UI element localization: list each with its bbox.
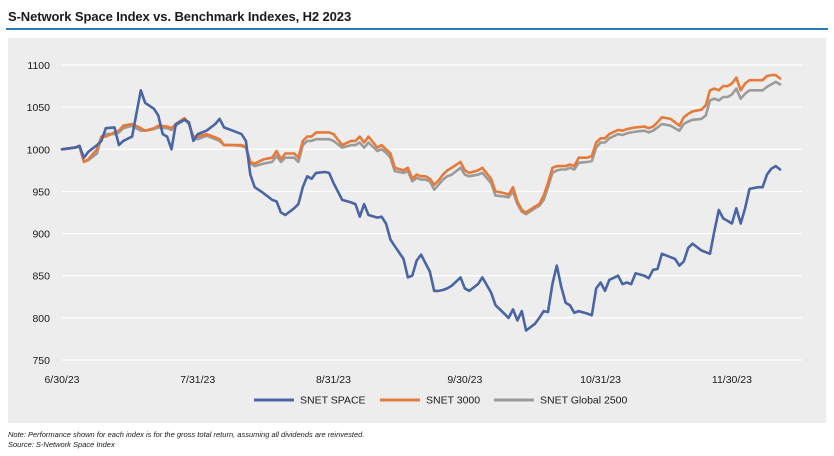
y-tick-label: 1000 — [27, 144, 51, 156]
line-chart: 750 800 850 900 950 1000 1050 1100 6/30/23 7/31/… — [27, 60, 802, 407]
y-tick-label: 1050 — [27, 102, 51, 114]
x-tick-label: 11/30/23 — [712, 374, 752, 386]
gridlines — [62, 64, 802, 361]
y-axis-ticks: 750 800 850 900 950 1000 1050 1100 — [27, 60, 51, 367]
y-tick-label: 950 — [32, 186, 50, 198]
y-tick-label: 750 — [32, 355, 50, 367]
y-tick-label: 800 — [32, 313, 50, 325]
series-line-snet-3000 — [60, 73, 782, 214]
x-tick-label: 6/30/23 — [44, 374, 79, 386]
y-tick-label: 900 — [32, 229, 50, 241]
title-rule — [6, 28, 828, 30]
chart-title: S-Network Space Index vs. Benchmark Inde… — [8, 9, 352, 24]
y-tick-label: 1100 — [27, 60, 50, 72]
note-text: Note: Performance shown for each index i… — [8, 430, 365, 439]
y-tick-label: 850 — [32, 271, 50, 283]
x-axis-ticks: 6/30/23 7/31/23 8/31/23 9/30/23 10/31/23 11/3… — [44, 374, 752, 386]
legend-label: SNET Global 2500 — [540, 395, 628, 407]
series-lines — [60, 73, 782, 332]
x-tick-label: 8/31/23 — [316, 374, 351, 386]
series-line-snet-global-2500 — [60, 80, 782, 216]
series-line-snet-space — [60, 89, 782, 332]
x-tick-label: 10/31/23 — [580, 374, 621, 386]
legend-label: SNET SPACE — [300, 395, 366, 407]
source-text: Source: S-Network Space Index — [8, 440, 115, 449]
x-tick-label: 7/31/23 — [180, 374, 215, 386]
legend: SNET SPACE SNET 3000 SNET Global 2500 — [254, 395, 628, 407]
legend-label: SNET 3000 — [426, 395, 480, 407]
x-tick-label: 9/30/23 — [447, 374, 482, 386]
